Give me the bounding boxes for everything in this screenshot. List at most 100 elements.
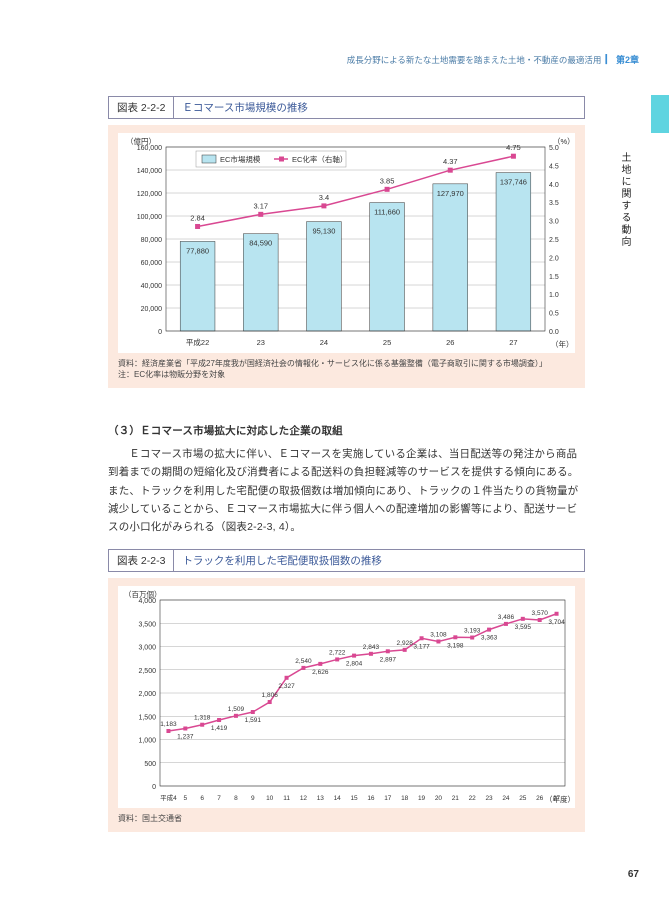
svg-text:1,318: 1,318 (194, 714, 211, 721)
svg-text:27: 27 (509, 338, 517, 347)
svg-text:3,704: 3,704 (548, 618, 565, 625)
svg-text:（%）: （%） (553, 137, 575, 146)
svg-text:3,198: 3,198 (447, 642, 464, 649)
figure1-source: 資料：経済産業省「平成27年度我が国経済社会の情報化・サービス化に係る基盤整備（… (118, 358, 575, 380)
svg-text:23: 23 (485, 795, 493, 802)
svg-text:8: 8 (234, 795, 238, 802)
main-content: 図表 2-2-2 Ｅコマース市場規模の推移 020,00040,00060,00… (108, 96, 585, 832)
svg-text:4.5: 4.5 (549, 163, 559, 170)
svg-text:100,000: 100,000 (137, 214, 162, 221)
page-number: 67 (628, 869, 639, 880)
svg-text:2,843: 2,843 (363, 643, 380, 650)
svg-text:17: 17 (384, 795, 392, 802)
svg-text:18: 18 (401, 795, 409, 802)
svg-text:2,540: 2,540 (295, 658, 312, 665)
svg-text:1,509: 1,509 (228, 705, 245, 712)
figure2-title-bar: 図表 2-2-3 トラックを利用した宅配便取扱個数の推移 (108, 549, 585, 572)
body-section: （３）Ｅコマース市場拡大に対応した企業の取組 Ｅコマース市場の拡大に伴い、Ｅコマ… (108, 422, 585, 536)
header-text: 成長分野による新たな土地需要を踏まえた土地・不動産の最適活用 (347, 54, 602, 66)
svg-text:21: 21 (452, 795, 460, 802)
svg-text:（百万個）: （百万個） (124, 589, 162, 599)
svg-text:14: 14 (334, 795, 342, 802)
figure1-chart: 020,00040,00060,00080,000100,000120,0001… (118, 133, 575, 353)
figure1-panel: 020,00040,00060,00080,000100,000120,0001… (108, 125, 585, 388)
svg-text:22: 22 (469, 795, 477, 802)
svg-text:0.5: 0.5 (549, 311, 559, 318)
svg-text:19: 19 (418, 795, 426, 802)
svg-text:平成4: 平成4 (160, 793, 177, 802)
svg-text:24: 24 (502, 795, 510, 802)
svg-text:137,746: 137,746 (500, 178, 527, 187)
svg-text:2,804: 2,804 (346, 660, 363, 667)
svg-text:3.0: 3.0 (549, 219, 559, 226)
svg-text:3,363: 3,363 (481, 634, 498, 641)
svg-text:1,806: 1,806 (262, 692, 279, 699)
svg-text:4,000: 4,000 (138, 598, 156, 605)
svg-text:27: 27 (553, 795, 561, 802)
svg-text:25: 25 (519, 795, 527, 802)
svg-text:20,000: 20,000 (141, 306, 163, 313)
figure2-number: 図表 2-2-3 (109, 550, 174, 571)
svg-text:84,590: 84,590 (249, 239, 272, 248)
figure2-title: トラックを利用した宅配便取扱個数の推移 (174, 550, 584, 571)
side-tab (651, 95, 669, 133)
figure1-title: Ｅコマース市場規模の推移 (174, 97, 584, 118)
svg-text:2,500: 2,500 (138, 667, 156, 674)
svg-text:26: 26 (446, 338, 454, 347)
svg-text:111,660: 111,660 (374, 208, 400, 217)
svg-text:12: 12 (300, 795, 308, 802)
svg-text:25: 25 (383, 338, 391, 347)
svg-text:16: 16 (367, 795, 375, 802)
page-header: 成長分野による新たな土地需要を踏まえた土地・不動産の最適活用 ▎ 第2章 (347, 53, 639, 66)
svg-text:3,500: 3,500 (138, 621, 156, 628)
svg-text:80,000: 80,000 (141, 237, 163, 244)
svg-text:0: 0 (158, 329, 162, 336)
svg-text:0: 0 (152, 784, 156, 791)
svg-text:2,897: 2,897 (380, 656, 397, 663)
svg-text:2,626: 2,626 (312, 669, 329, 676)
figure1-title-bar: 図表 2-2-2 Ｅコマース市場規模の推移 (108, 96, 585, 119)
svg-text:3.17: 3.17 (253, 201, 268, 210)
svg-text:4.0: 4.0 (549, 182, 559, 189)
body-heading: （３）Ｅコマース市場拡大に対応した企業の取組 (108, 422, 585, 440)
svg-text:3.85: 3.85 (380, 176, 395, 185)
svg-text:23: 23 (257, 338, 265, 347)
svg-text:EC化率（右軸）: EC化率（右軸） (292, 154, 347, 164)
svg-text:EC市場規模: EC市場規模 (220, 154, 261, 164)
svg-text:3.4: 3.4 (319, 193, 329, 202)
svg-text:2,000: 2,000 (138, 691, 156, 698)
svg-text:3.5: 3.5 (549, 200, 559, 207)
svg-text:5: 5 (184, 795, 188, 802)
svg-text:2,928: 2,928 (397, 639, 414, 646)
svg-text:1,419: 1,419 (211, 725, 228, 732)
svg-text:140,000: 140,000 (137, 168, 162, 175)
svg-text:26: 26 (536, 795, 544, 802)
svg-text:120,000: 120,000 (137, 191, 162, 198)
svg-text:10: 10 (266, 795, 274, 802)
svg-text:15: 15 (350, 795, 358, 802)
svg-text:1.5: 1.5 (549, 274, 559, 281)
svg-text:11: 11 (283, 795, 290, 802)
svg-text:3,595: 3,595 (515, 623, 532, 630)
svg-text:5.0: 5.0 (549, 145, 559, 152)
svg-text:40,000: 40,000 (141, 283, 163, 290)
figure2-panel: 05001,0001,5002,0002,5003,0003,5004,000（… (108, 578, 585, 832)
svg-text:1,183: 1,183 (160, 721, 177, 728)
svg-text:1.0: 1.0 (549, 292, 559, 299)
svg-text:0.0: 0.0 (549, 329, 559, 336)
svg-text:95,130: 95,130 (312, 227, 335, 236)
svg-text:2.84: 2.84 (190, 213, 205, 222)
svg-text:3,570: 3,570 (532, 610, 549, 617)
svg-text:（年）: （年） (551, 339, 574, 349)
chapter-label: 第2章 (616, 53, 639, 66)
svg-text:2,722: 2,722 (329, 649, 346, 656)
svg-text:500: 500 (144, 760, 156, 767)
svg-text:（億円）: （億円） (126, 136, 156, 146)
figure2-chart: 05001,0001,5002,0002,5003,0003,5004,000（… (118, 586, 575, 808)
svg-text:1,237: 1,237 (177, 733, 194, 740)
svg-text:3,193: 3,193 (464, 627, 481, 634)
svg-text:4.75: 4.75 (506, 143, 521, 152)
svg-text:3,486: 3,486 (498, 614, 515, 621)
svg-text:2.5: 2.5 (549, 237, 559, 244)
svg-text:平成22: 平成22 (186, 337, 209, 347)
